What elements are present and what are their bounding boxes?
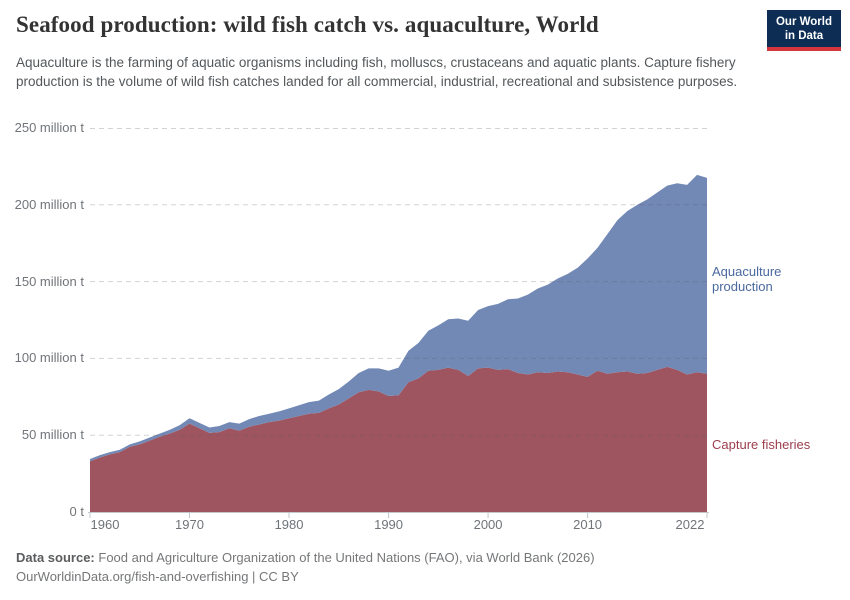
x-axis-label-1960: 1960 [90, 517, 120, 532]
y-axis-label-200: 200 million t [14, 196, 84, 212]
x-axis-label-1970: 1970 [175, 517, 204, 532]
x-axis [88, 512, 709, 518]
y-axis-label-50: 50 million t [21, 427, 84, 443]
owid-logo[interactable]: Our World in Data [766, 10, 841, 51]
stacked-area-chart [88, 128, 709, 518]
area-capture-fisheries[interactable] [90, 366, 707, 512]
legend-aquaculture-production: Aquaculture production [712, 264, 782, 294]
y-axis-label-250: 250 million t [14, 120, 84, 135]
x-axis-label-2000: 2000 [473, 517, 503, 532]
area-series [90, 174, 707, 512]
owid-logo-line1: Our World [775, 16, 832, 28]
area-aquaculture-production[interactable] [90, 174, 707, 462]
y-axis-labels: 0 t 50 million t 100 million t 150 million … [0, 120, 84, 519]
y-axis-label-150: 150 million t [14, 273, 84, 289]
data-source-text: Food and Agriculture Organization of the… [98, 550, 595, 565]
x-axis-label-2010: 2010 [573, 517, 603, 532]
owid-logo-line2: in Data [784, 30, 824, 42]
data-source-label: Data source: [16, 550, 95, 565]
citation-line: OurWorldinData.org/fish-and-overfishing … [16, 569, 299, 584]
y-axis-label-0: 0 t [69, 504, 84, 519]
y-axis-label-100: 100 million t [14, 350, 84, 366]
x-axis-label-1980: 1980 [274, 517, 304, 532]
x-axis-labels: 1960 1970 1980 1990 2000 2010 2022 [90, 517, 707, 535]
legend-capture-fisheries: Capture fisheries [712, 437, 811, 452]
chart-title: Seafood production: wild fish catch vs. … [16, 12, 599, 37]
x-axis-label-2022: 2022 [675, 517, 705, 532]
gridlines [90, 128, 707, 436]
data-source-line: Data source: Food and Agriculture Organi… [16, 548, 836, 567]
x-axis-label-1990: 1990 [374, 517, 404, 532]
chart-footer: Data source: Food and Agriculture Organi… [16, 548, 836, 586]
chart-subtitle: Aquaculture is the farming of aquatic or… [16, 55, 738, 89]
